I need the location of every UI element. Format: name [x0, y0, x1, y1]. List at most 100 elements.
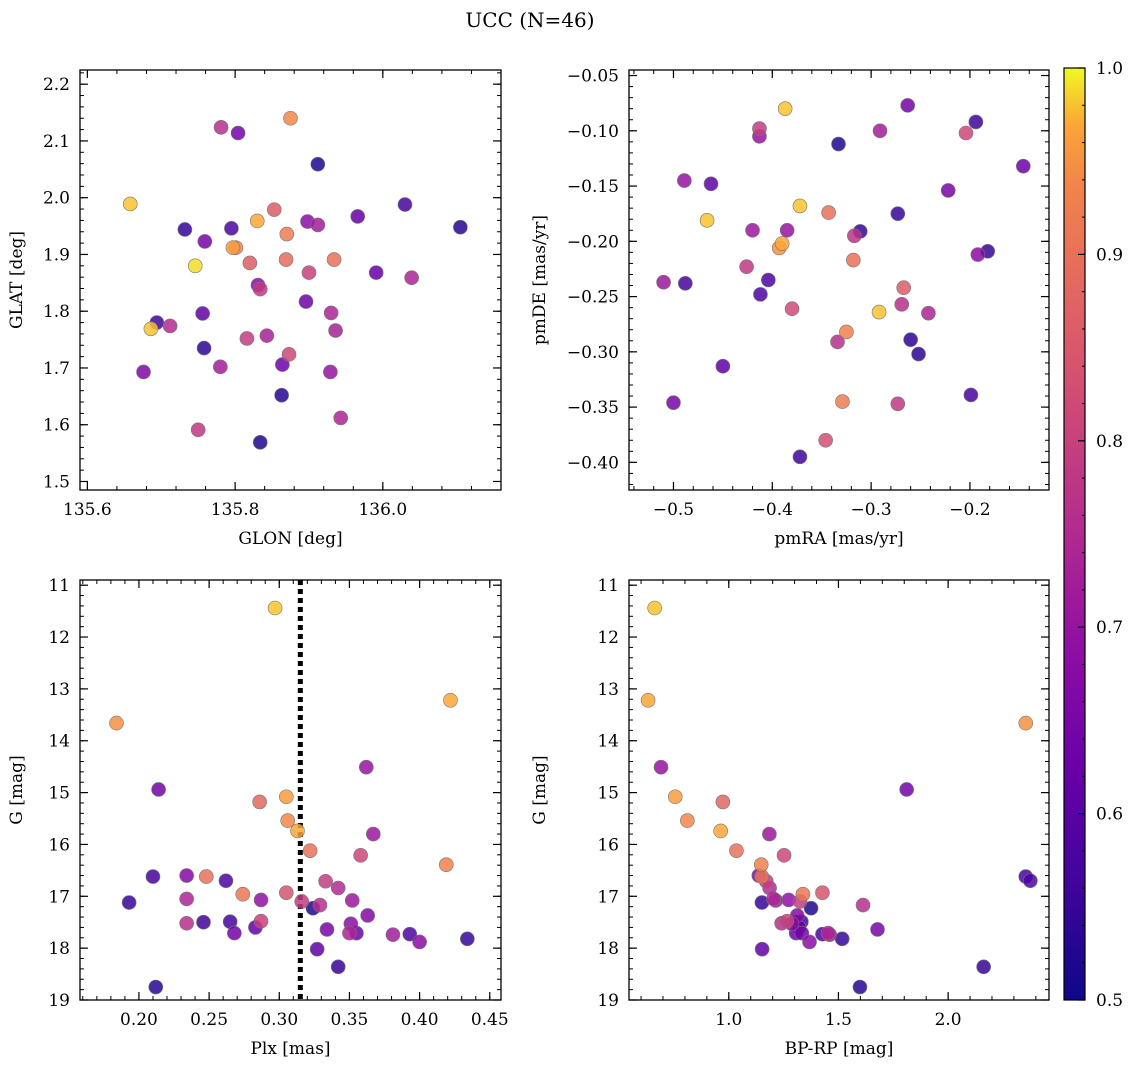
y-tick-label: 2.2 [43, 75, 70, 95]
scatter-point [667, 789, 683, 805]
y-tick-label: 16 [597, 835, 619, 855]
colorbar-gradient [1063, 67, 1086, 1001]
scatter-point [792, 449, 808, 465]
scatter-point [846, 252, 861, 268]
scatter-point [368, 265, 384, 280]
scatter-point [1023, 873, 1038, 889]
y-tick-label: 15 [597, 784, 619, 804]
colorbar-tick-label: 0.5 [1096, 991, 1123, 1011]
scatter-point [151, 782, 166, 797]
x-axis-label: pmRA [mas/yr] [774, 529, 903, 549]
scatter-point [294, 894, 310, 909]
y-tick-label: 18 [597, 939, 619, 959]
scatter-point [274, 387, 289, 403]
scatter-point [762, 826, 777, 842]
y-tick-label: −0.40 [567, 453, 619, 473]
scatter-point [970, 247, 986, 262]
panel-pmra-pmde: −0.5 −0.4 −0.3 −0.2 −0.40 −0.35 −0.30 −0.25 −0.2… [530, 67, 1050, 549]
scatter-point [281, 347, 297, 362]
plot-frame [79, 69, 502, 491]
y-tick-label: 19 [48, 991, 70, 1011]
scatter-point [745, 222, 760, 238]
scatter-point [754, 941, 770, 957]
scatter-point [699, 213, 715, 228]
scatter-point [145, 869, 161, 884]
y-axis-label: GLAT [deg] [7, 231, 27, 329]
scatter-point [227, 925, 242, 941]
y-tick-label: 11 [48, 576, 70, 596]
scatter-point [266, 202, 282, 217]
x-tick-label: 136.0 [358, 500, 407, 520]
scatter-point [678, 276, 693, 291]
x-tick-label: 0.30 [260, 1010, 298, 1030]
scatter-point [899, 782, 914, 797]
scatter-point [298, 294, 314, 309]
scatter-point [795, 886, 811, 902]
y-axis-label: G [mag] [7, 755, 27, 824]
y-tick-label: −0.30 [567, 343, 619, 363]
panel-bprp-g: 1.0 1.5 2.0 11 12 13 14 15 16 17 18 19 BP-RP [mag] G … [530, 576, 1050, 1059]
x-tick-label: −0.4 [752, 500, 793, 520]
scatter-point [958, 125, 974, 141]
y-tick-label: 14 [48, 732, 70, 752]
scatter-point [342, 925, 357, 941]
scatter-point [177, 222, 193, 237]
scatter-point [190, 422, 206, 438]
plot-frame [79, 579, 502, 1001]
y-tick-label: 1.5 [43, 472, 70, 492]
scatter-point [815, 885, 830, 900]
scatter-point [136, 364, 151, 380]
y-axis-label: G [mag] [530, 755, 550, 824]
scatter-point [326, 252, 342, 267]
y-tick-label: 1.6 [43, 416, 70, 436]
scatter-point [242, 255, 258, 271]
scatter-point [656, 274, 671, 290]
scatter-point [968, 114, 984, 130]
y-tick-label: 17 [597, 887, 619, 907]
scatter-point [404, 270, 419, 286]
y-tick-label: −0.05 [567, 67, 619, 87]
x-tick-label: 2.0 [935, 1010, 962, 1030]
scatter-point [179, 891, 194, 907]
scatter-point [1018, 715, 1034, 731]
y-tick-label: 1.9 [43, 245, 70, 265]
scatter-point [820, 925, 836, 941]
scatter-point [235, 886, 251, 902]
scatter-point [312, 897, 328, 913]
x-tick-label: −0.3 [850, 500, 891, 520]
y-axis-label: pmDE [mas/yr] [530, 215, 550, 345]
scatter-point [900, 98, 915, 113]
colorbar-tick-label: 0.6 [1096, 805, 1123, 825]
x-axis-label: Plx [mas] [250, 1039, 330, 1059]
y-tick-label: 15 [48, 784, 70, 804]
colorbar-tick-label: 1.0 [1096, 59, 1123, 79]
scatter-point [259, 328, 275, 343]
y-tick-label: 16 [48, 835, 70, 855]
y-tick-label: 13 [597, 680, 619, 700]
colorbar-tick-label: 0.7 [1096, 618, 1123, 638]
scatter-points [656, 98, 1031, 465]
scatter-point [855, 897, 871, 913]
scatter-point [358, 759, 374, 775]
scatter-points [122, 110, 468, 450]
scatter-point [249, 213, 265, 229]
scatter-point [310, 217, 326, 233]
scatter-point [834, 931, 850, 947]
scatter-point [280, 813, 295, 828]
scatter-point [239, 331, 255, 346]
scatter-point [218, 873, 234, 889]
scatter-point [896, 280, 912, 296]
scatter-point [290, 823, 305, 839]
scatter-point [230, 125, 246, 141]
scatter-point [252, 435, 268, 450]
scatter-point [328, 323, 343, 338]
scatter-point [1016, 158, 1031, 174]
scatter-point [196, 340, 212, 356]
scatter-point [310, 156, 326, 172]
x-tick-label: −0.2 [949, 500, 990, 520]
x-tick-label: 0.45 [471, 1010, 509, 1030]
x-tick-label: 1.5 [825, 1010, 852, 1030]
scatter-point [776, 848, 792, 863]
scatter-point [963, 387, 979, 403]
scatter-point [148, 979, 164, 995]
